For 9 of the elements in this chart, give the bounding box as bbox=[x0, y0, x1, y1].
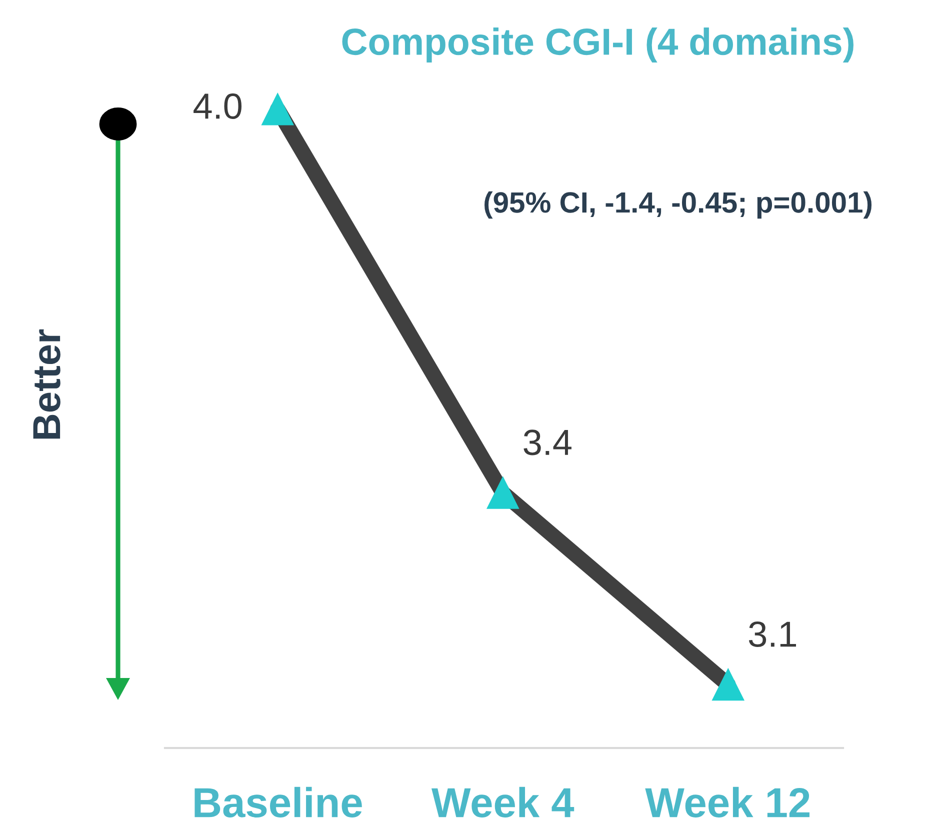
chart-title: Composite CGI-I (4 domains) bbox=[342, 28, 854, 62]
data-label: 3.1 bbox=[748, 621, 796, 648]
text: Better bbox=[33, 329, 60, 439]
data-label: 3.4 bbox=[524, 430, 572, 456]
x-tick-label: Week 12 bbox=[645, 786, 810, 818]
data-label: 4.0 bbox=[194, 93, 242, 119]
x-tick-label: Baseline bbox=[194, 786, 362, 818]
x-tick-label: Week 4 bbox=[431, 786, 574, 818]
annotation: (95% CI, -1.4, -0.45; p=0.001) bbox=[484, 191, 872, 219]
